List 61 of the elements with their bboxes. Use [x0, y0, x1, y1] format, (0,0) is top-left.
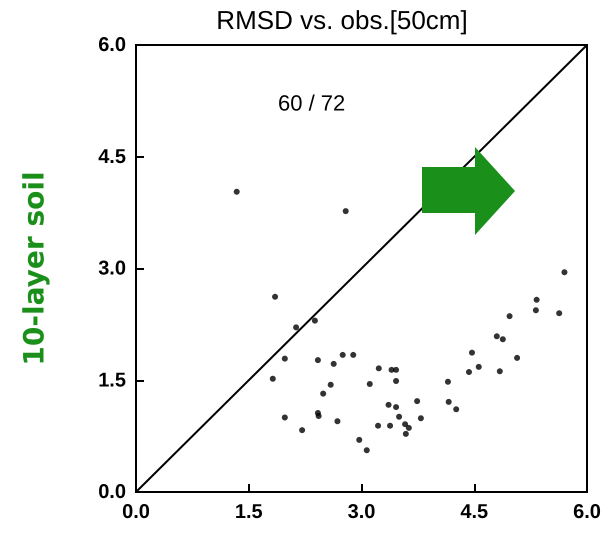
y-tick-label: 1.5 — [98, 369, 126, 392]
point — [293, 324, 300, 330]
y-tick-label: 4.5 — [98, 146, 126, 168]
point — [444, 378, 451, 385]
point — [386, 402, 392, 408]
point — [469, 350, 475, 356]
point — [406, 424, 412, 431]
y-tick-label: 6.0 — [98, 34, 126, 56]
point — [270, 376, 276, 382]
point — [514, 354, 520, 361]
point — [312, 318, 318, 324]
point — [414, 398, 420, 404]
x-tick-label: 0.0 — [122, 501, 150, 523]
point — [340, 352, 346, 358]
point — [500, 336, 506, 342]
chart-title: RMSD vs. obs.[50cm] — [216, 5, 468, 35]
point — [446, 398, 452, 405]
point — [556, 310, 562, 316]
point — [282, 414, 288, 420]
point — [376, 365, 382, 372]
x-tick-label: 3.0 — [348, 501, 376, 523]
point — [234, 188, 240, 195]
point — [320, 390, 326, 397]
point — [350, 352, 356, 358]
point — [282, 356, 288, 362]
point — [366, 380, 373, 387]
point — [402, 430, 409, 437]
point — [375, 422, 382, 429]
x-tick-label: 4.5 — [460, 501, 488, 523]
point — [314, 357, 321, 364]
point — [561, 269, 568, 276]
point — [364, 447, 370, 454]
point — [476, 364, 482, 370]
point — [299, 427, 306, 434]
point — [316, 413, 322, 420]
point — [396, 414, 402, 420]
point — [496, 368, 503, 374]
x-tick-label: 6.0 — [573, 501, 601, 523]
point — [466, 369, 472, 376]
point — [334, 418, 340, 424]
point — [418, 415, 424, 422]
point — [453, 406, 460, 412]
point — [494, 333, 500, 340]
point — [342, 208, 349, 214]
y-tick-label: 0.0 — [98, 481, 126, 503]
point — [330, 360, 337, 367]
point — [393, 404, 400, 410]
point — [387, 422, 394, 429]
point — [506, 313, 513, 320]
point — [532, 307, 539, 314]
point — [393, 378, 400, 384]
point — [393, 366, 400, 373]
point — [272, 294, 278, 300]
point — [328, 382, 334, 388]
annotation: 60 / 72 — [278, 90, 346, 116]
x-tick-label: 1.5 — [234, 501, 263, 523]
point — [402, 421, 408, 428]
y-tick-label: 3.0 — [98, 258, 126, 280]
point — [534, 296, 540, 303]
y-axis-title: 10-layer soil — [18, 171, 50, 366]
point — [356, 436, 362, 443]
